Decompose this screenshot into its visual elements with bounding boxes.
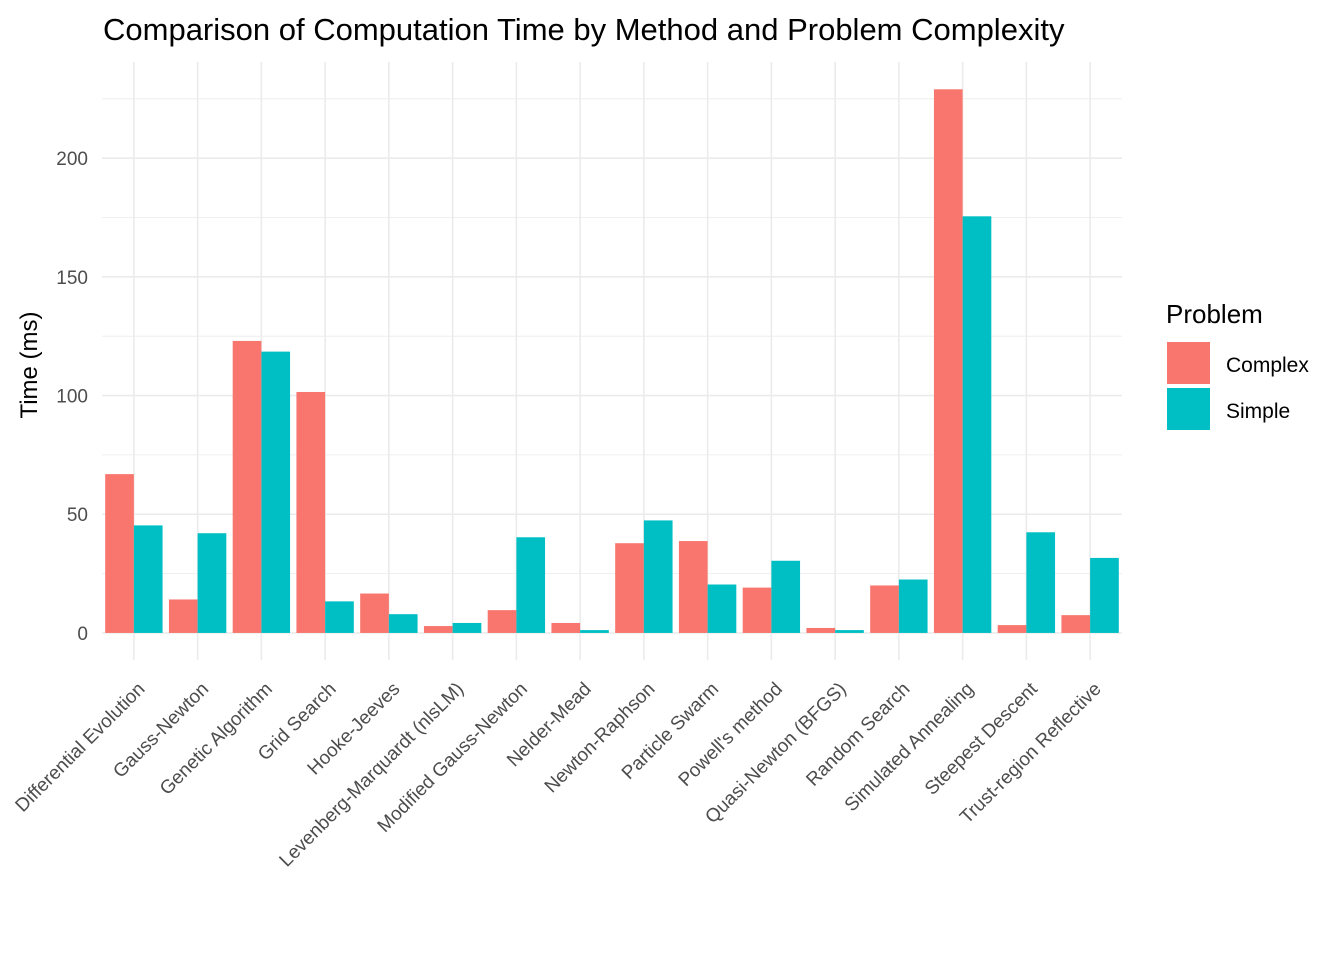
bar-simple xyxy=(835,630,864,633)
bar-simple xyxy=(771,560,801,633)
bar-simple xyxy=(133,525,163,633)
bar-simple xyxy=(1090,557,1119,633)
y-tick-label: 50 xyxy=(67,505,88,526)
bar-simple xyxy=(261,351,291,633)
bar-simple xyxy=(898,579,928,633)
bar-complex xyxy=(870,585,899,633)
x-tick-label: Newton-Raphson xyxy=(541,679,660,798)
bar-simple xyxy=(580,630,609,633)
legend-label: Complex xyxy=(1226,354,1309,377)
y-tick-label: 0 xyxy=(77,624,88,645)
bar-simple xyxy=(707,584,737,633)
bar-complex xyxy=(551,622,581,633)
y-tick-label: 200 xyxy=(56,149,88,170)
x-tick-label: Genetic Algorithm xyxy=(156,679,277,800)
bar-complex xyxy=(933,89,963,633)
bar-complex xyxy=(296,391,326,633)
bar-simple xyxy=(452,622,482,633)
bar-simple xyxy=(962,216,992,633)
bar-simple xyxy=(325,601,354,633)
bar-complex xyxy=(360,593,389,633)
y-axis-label: Time (ms) xyxy=(16,311,43,418)
bar-complex xyxy=(806,627,836,633)
bar-complex xyxy=(423,626,453,633)
legend-label: Simple xyxy=(1226,400,1290,423)
legend-key-simple xyxy=(1167,388,1210,430)
legend-key-complex xyxy=(1167,342,1210,384)
bar-complex xyxy=(232,340,262,633)
y-tick-label: 150 xyxy=(56,268,88,289)
bar-simple xyxy=(197,533,227,633)
bar-simple xyxy=(1026,532,1056,633)
bar-complex xyxy=(997,625,1027,633)
bar-complex xyxy=(742,587,772,633)
chart-title: Comparison of Computation Time by Method… xyxy=(103,12,1065,47)
y-tick-label: 100 xyxy=(56,387,88,408)
bar-complex xyxy=(487,610,517,633)
bar-simple xyxy=(388,614,418,633)
bar-complex xyxy=(678,541,708,633)
bar-simple xyxy=(643,520,673,633)
bar-simple xyxy=(516,537,546,633)
legend-title: Problem xyxy=(1166,299,1263,329)
x-tick-label: Steepest Descent xyxy=(921,678,1042,799)
legend: Problem Complex Simple xyxy=(1166,299,1309,430)
bar-complex xyxy=(615,543,644,633)
bar-complex xyxy=(1061,615,1091,633)
bar-complex xyxy=(168,599,198,633)
bar-complex xyxy=(105,474,134,633)
